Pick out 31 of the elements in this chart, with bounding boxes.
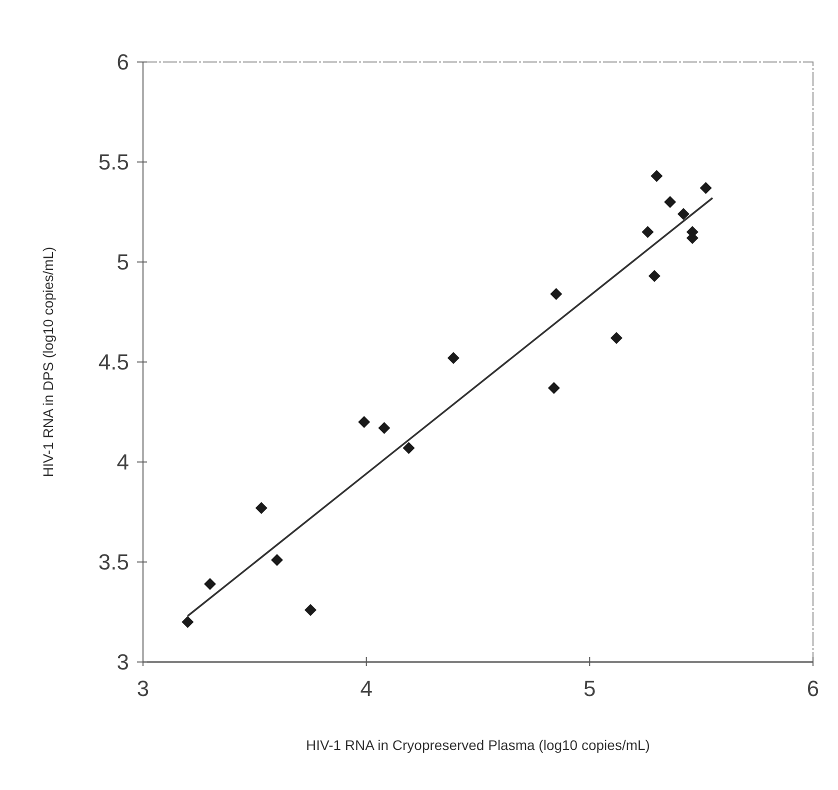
point [182, 616, 194, 628]
point [447, 352, 460, 364]
point [271, 554, 283, 566]
y-tick-label: 4 [116, 450, 129, 474]
y-tick-label: 5 [116, 250, 129, 274]
y-tick-label: 6 [116, 50, 129, 74]
point [664, 196, 676, 208]
y-axis-title: HIV-1 RNA in DPS (log10 copies/mL) [40, 246, 56, 478]
point [648, 270, 660, 282]
y-tick-label: 3.5 [98, 550, 129, 574]
x-tick-label: 6 [806, 676, 820, 701]
x-tick-label: 5 [584, 676, 596, 701]
point [402, 442, 415, 454]
point [358, 416, 370, 428]
point [255, 502, 268, 514]
y-tick-label: 5.5 [98, 150, 129, 174]
y-tick-label: 4.5 [98, 350, 129, 374]
x-axis-title: HIV-1 RNA in Cryopreserved Plasma (log10 copies/mL) [306, 737, 650, 753]
point [378, 422, 390, 434]
point [548, 382, 560, 394]
point [204, 578, 216, 590]
point [642, 226, 654, 238]
point [304, 604, 316, 616]
point [550, 288, 562, 300]
x-tick-label: 3 [136, 676, 150, 701]
point [610, 332, 622, 344]
x-tick-label: 4 [360, 676, 372, 701]
point [700, 182, 712, 194]
point [677, 208, 690, 220]
y-tick-label: 3 [116, 650, 129, 674]
point [650, 170, 663, 182]
